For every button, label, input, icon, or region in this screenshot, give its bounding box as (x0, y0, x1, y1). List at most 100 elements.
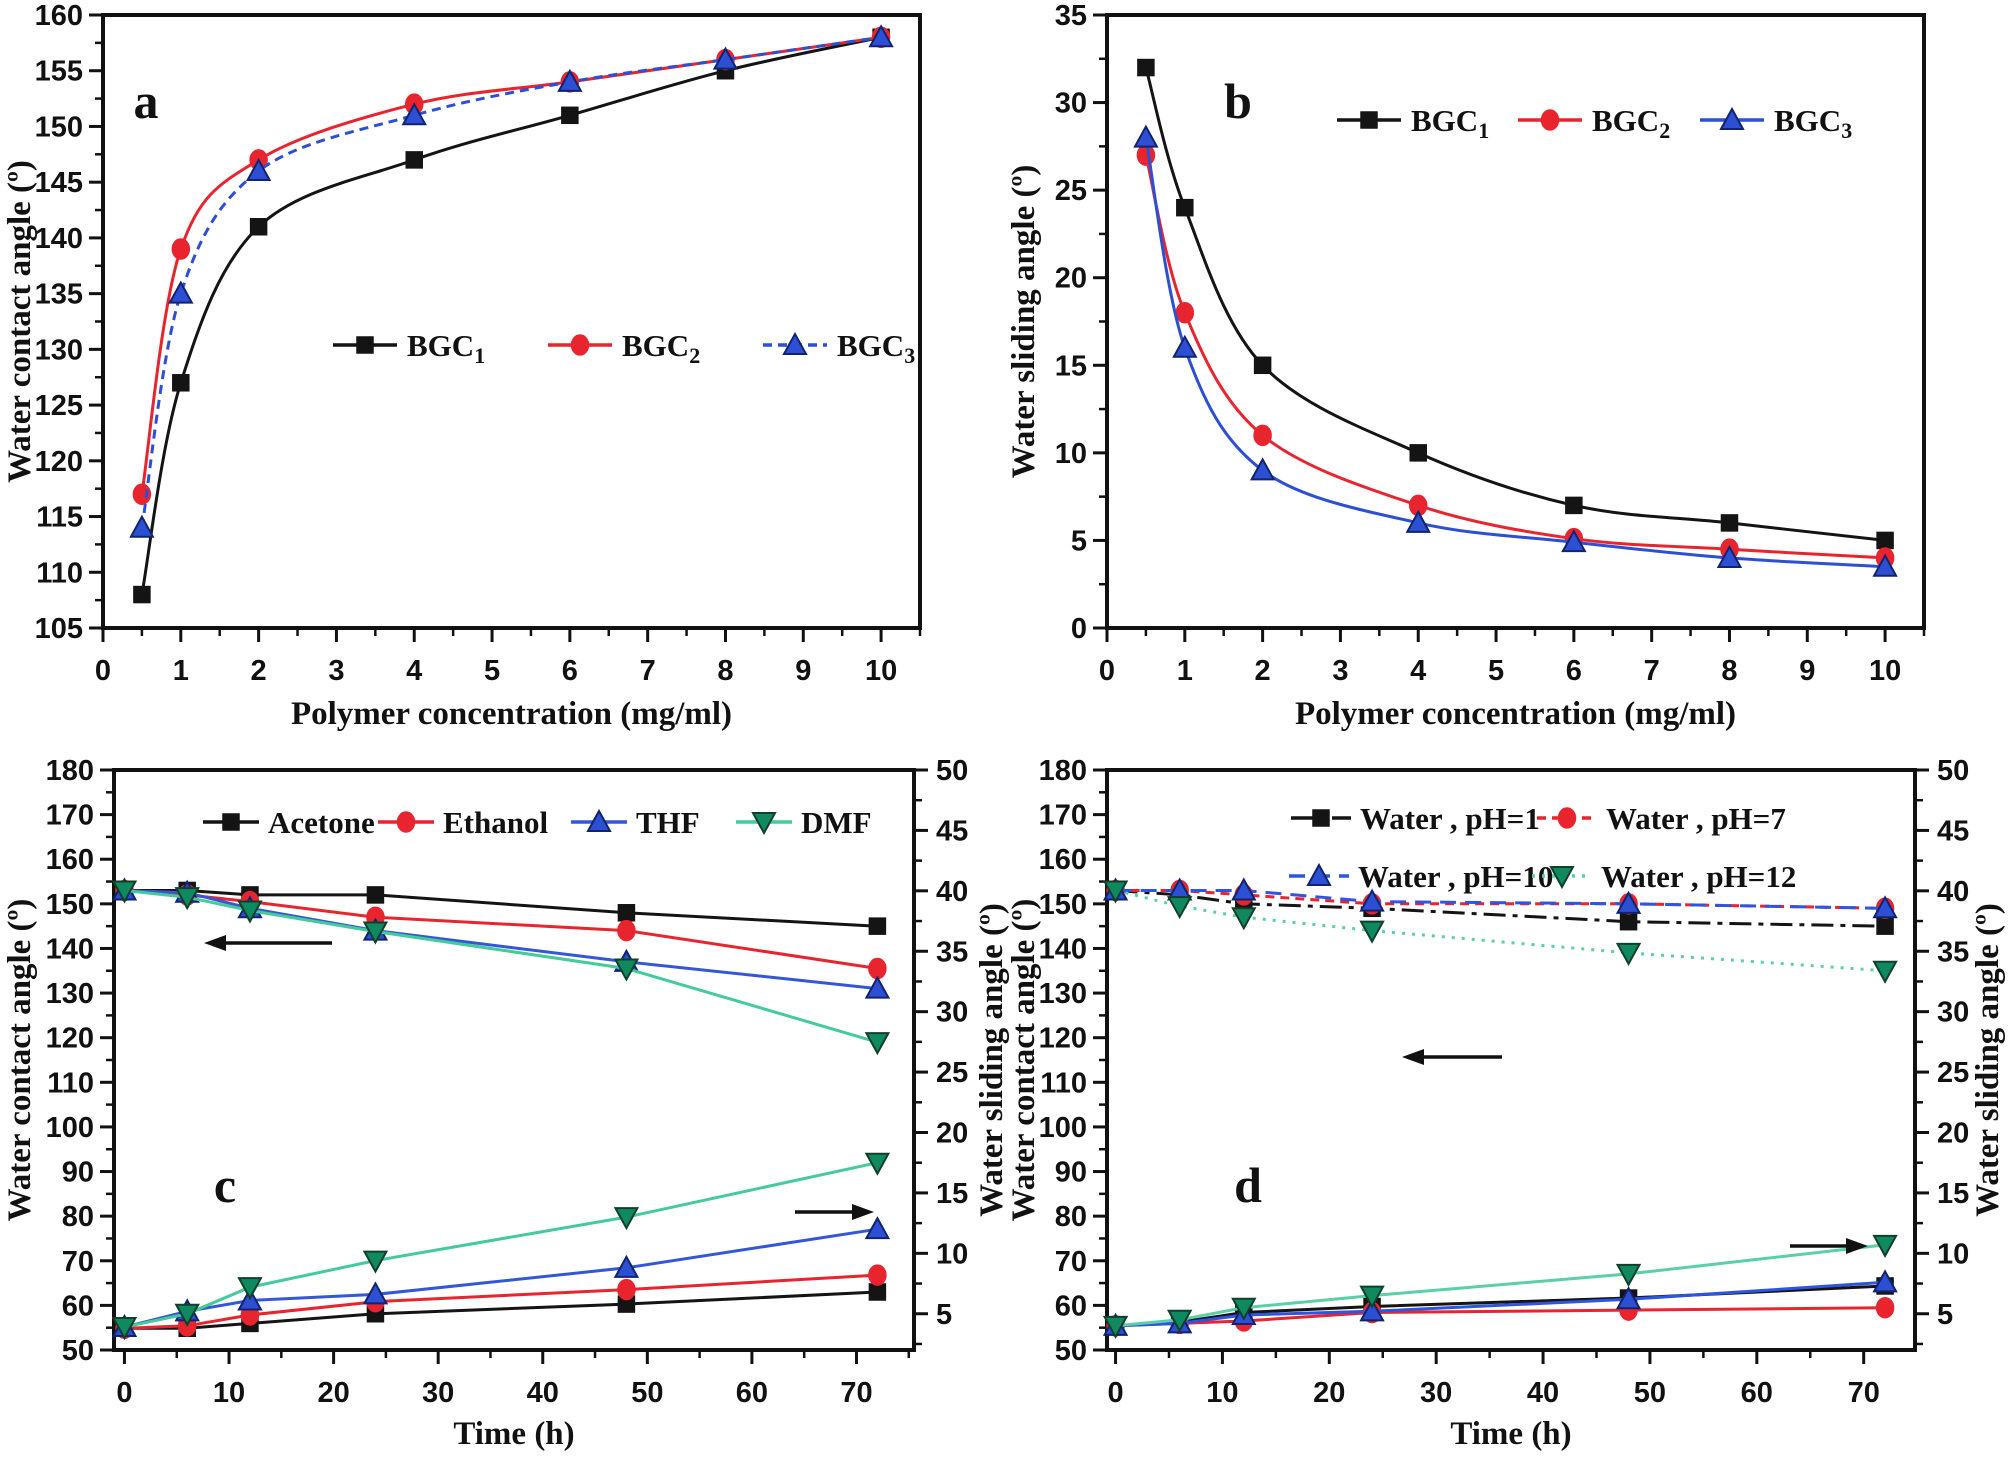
legend-label: BGC1 (1411, 103, 1489, 143)
x-tick-label: 40 (1527, 1377, 1559, 1409)
legend-item-water-ph-12: Water , pH=12 (1532, 859, 1796, 894)
y-tick-label: 130 (1039, 978, 1087, 1010)
y-tick-label: 110 (1040, 1067, 1087, 1099)
legend-marker (751, 812, 777, 836)
data-point-marker (864, 1152, 891, 1176)
data-point-marker (613, 1254, 640, 1278)
data-point-marker (1359, 888, 1385, 912)
y-right-tick-label: 45 (936, 815, 968, 847)
y-tick-label: 180 (1039, 755, 1087, 787)
data-point-marker (1253, 424, 1272, 447)
x-tick-label: 4 (1410, 655, 1426, 687)
legend-marker (222, 813, 240, 831)
y-tick-label: 30 (1055, 88, 1087, 120)
data-point-marker (557, 68, 583, 92)
y-tick-label: 140 (46, 933, 94, 965)
legend-label: Water , pH=10 (1358, 859, 1553, 894)
x-tick-label: 10 (1206, 1377, 1238, 1409)
data-point-marker (868, 1264, 887, 1286)
panel-letter-b: b (1224, 73, 1252, 129)
data-point-marker (561, 106, 579, 125)
y-tick-label: 170 (46, 800, 94, 832)
y-tick-label: 60 (1055, 1290, 1087, 1322)
series-line-water-ph-12-sliding-angle (1115, 1243, 1886, 1328)
series-line-water-ph-10-contact-angle (1115, 889, 1886, 910)
series-line-thf-sliding-angle (124, 1227, 878, 1329)
legend-marker (1540, 109, 1560, 131)
data-point-marker (1231, 907, 1257, 931)
legend-d: Water , pH=1 Water , pH=7 Water , pH=10 Wat… (1289, 801, 1796, 894)
y-axis-left: 50 60 70 80 90 100 110 120 130 140 150 160 170 180 Wat… (1006, 755, 1107, 1367)
series-line-thf-contact-angle (124, 889, 878, 991)
legend-item-bgc2: BGC2 (548, 328, 700, 368)
y-tick-label: 155 (35, 56, 83, 88)
y-axis-left: 105 110 115 120 125 130 135 140 145 150 155 160 Wate… (2, 0, 103, 645)
x-tick-label: 60 (1741, 1377, 1773, 1409)
y-tick-label: 150 (1039, 889, 1087, 921)
data-point-marker (1615, 942, 1642, 966)
y-tick-label: 160 (46, 844, 94, 876)
y-right-tick-label: 10 (1937, 1238, 1969, 1270)
data-point-marker (1619, 912, 1638, 931)
x-tick-label: 7 (640, 655, 656, 687)
legend-marker (586, 808, 612, 832)
y-tick-label: 135 (35, 279, 83, 311)
x-axis-title: Polymer concentration (mg/ml) (291, 696, 732, 732)
y-tick-label: 120 (35, 446, 83, 478)
data-point-marker (868, 24, 894, 48)
data-point-marker (245, 157, 272, 182)
legend-label: Ethanol (443, 805, 548, 840)
legend-label: Water , pH=1 (1360, 801, 1540, 836)
y-axis-right: 5 10 15 20 25 30 35 40 45 50 Water sliding angle (… (1915, 755, 2006, 1346)
legend-label: BGC2 (622, 328, 700, 368)
x-axis: 0 10 20 30 40 50 60 70 Time (h) (1107, 1350, 1880, 1452)
data-point-marker (1565, 496, 1583, 515)
data-point-marker (864, 975, 891, 999)
legend-item-ethanol: Ethanol (378, 805, 548, 840)
legend-label: BGC2 (1592, 103, 1670, 143)
y-right-tick-label: 15 (936, 1178, 968, 1210)
x-tick-label: 40 (527, 1377, 559, 1409)
y-tick-label: 125 (35, 390, 83, 422)
y-tick-label: 115 (36, 502, 83, 534)
y-tick-label: 110 (36, 557, 83, 589)
y-axis-title: Water sliding angle (º) (1006, 165, 1042, 479)
panel-a: 0 1 2 3 4 5 6 7 8 9 10 Polymer concentration (mg/ml… (2, 0, 922, 732)
x-tick-label: 1 (1177, 655, 1193, 687)
series-line-water-ph-10-sliding-angle (1115, 1280, 1886, 1328)
legend-a: BGC1 BGC2 BGC3 (333, 328, 915, 368)
x-tick-label: 0 (116, 1377, 132, 1409)
data-point-marker (1231, 1297, 1257, 1321)
series-line-ethanol-contact-angle (124, 889, 878, 970)
y-axis-right: 5 10 15 20 25 30 35 40 45 50 Water sliding angle (… (914, 755, 1010, 1346)
data-point-marker (362, 1281, 389, 1305)
x-axis: 0 1 2 3 4 5 6 7 8 9 10 Polymer concentration (mg/ml… (95, 628, 922, 732)
data-point-marker (1872, 553, 1898, 577)
x-tick-label: 4 (406, 655, 422, 687)
y-right-tick-label: 40 (1937, 876, 1969, 908)
legend-item-bgc3: BGC3 (1700, 103, 1852, 143)
y-tick-label: 180 (46, 755, 94, 787)
legend-label: Water , pH=7 (1606, 801, 1786, 836)
data-point-marker (249, 218, 268, 236)
x-tick-label: 50 (1634, 1377, 1666, 1409)
data-point-marker (1872, 1234, 1898, 1258)
legend-item-water-ph-1: Water , pH=1 (1291, 801, 1540, 836)
y-tick-label: 140 (35, 223, 83, 255)
data-point-marker (366, 886, 385, 904)
data-point-marker (362, 921, 389, 945)
legend-label: BGC1 (407, 328, 485, 368)
series-markers-dmf-contact-angle (111, 880, 891, 1056)
legend-marker (1557, 807, 1577, 829)
legend-item-water-ph-7: Water , pH=7 (1537, 801, 1786, 836)
y-tick-label: 145 (35, 167, 83, 199)
data-point-marker (617, 904, 636, 922)
data-point-marker (1166, 1309, 1193, 1333)
y-tick-label: 50 (62, 1335, 94, 1367)
x-axis-title: Polymer concentration (mg/ml) (1295, 696, 1736, 732)
x-tick-label: 6 (562, 655, 578, 687)
series-line-acetone-sliding-angle (124, 1290, 878, 1330)
legend-item-bgc1: BGC1 (333, 328, 485, 368)
